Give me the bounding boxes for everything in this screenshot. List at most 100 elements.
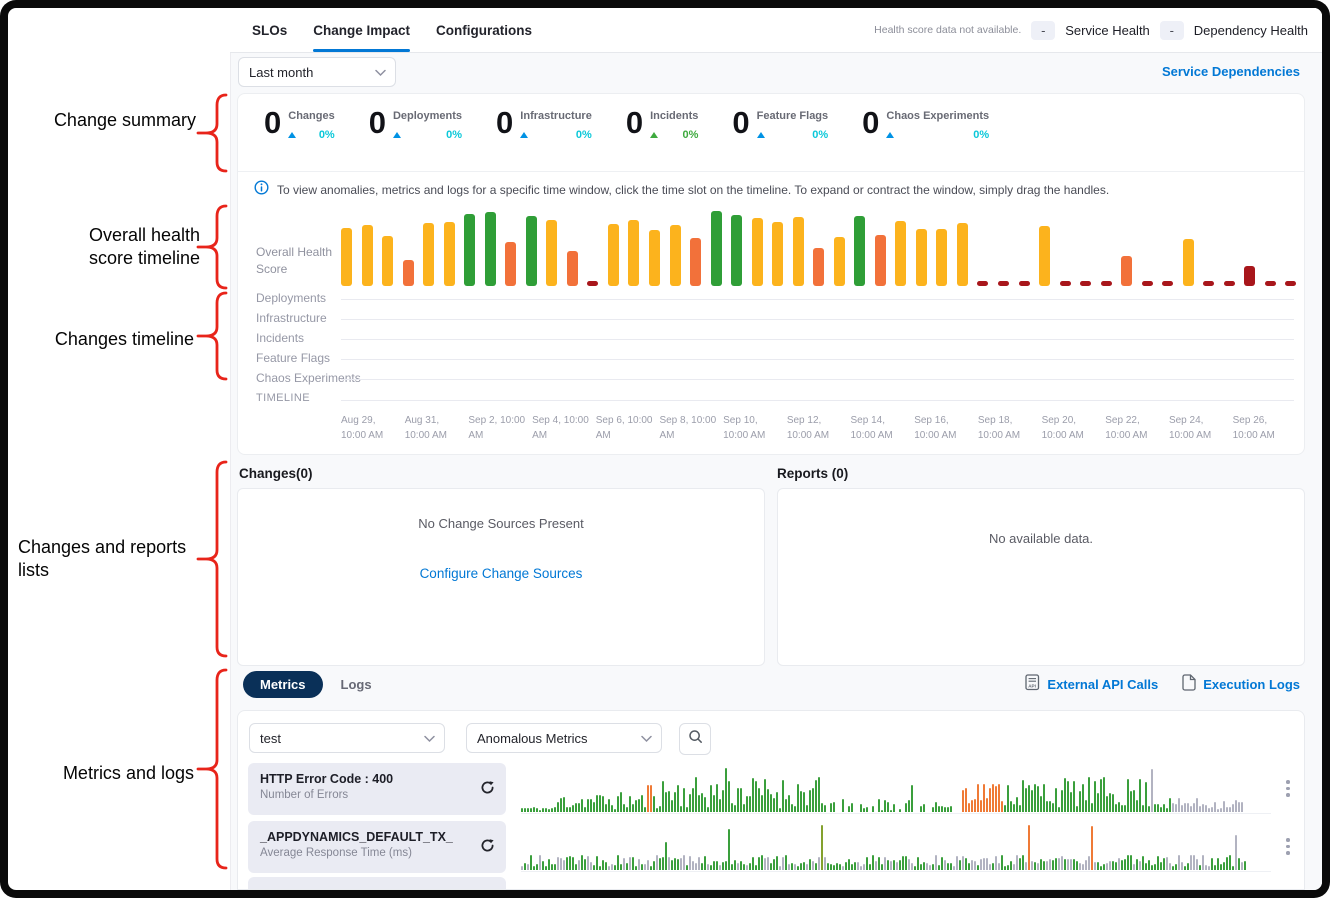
search-button[interactable] <box>679 723 711 755</box>
health-score-bar[interactable] <box>895 221 907 286</box>
sparkline-bar <box>1037 786 1039 812</box>
sparkline-bar <box>833 865 835 870</box>
metric-row: _APPDYNAMICS_DEFAULT_TX_ Average Response… <box>238 821 1304 873</box>
sparkline-bar <box>707 864 709 870</box>
health-score-bar[interactable] <box>361 225 373 286</box>
timeline-date-label: Sep 6, 10:00 AM <box>595 415 653 441</box>
health-score-bar[interactable] <box>341 228 352 286</box>
configure-change-sources-link[interactable]: Configure Change Sources <box>419 566 583 581</box>
health-score-bar[interactable] <box>1162 281 1174 286</box>
sparkline-bar <box>944 807 946 812</box>
sparkline-bar <box>911 785 913 812</box>
kebab-menu-icon[interactable] <box>1286 780 1290 797</box>
sparkline-bar <box>521 866 523 870</box>
sparkline-bar <box>1043 784 1045 812</box>
health-score-bar[interactable] <box>1244 266 1256 286</box>
sparkline-bar <box>776 856 778 870</box>
metric-info-card[interactable]: HTTP Error Code : 400 Number of Errors <box>248 763 506 815</box>
health-score-bar[interactable] <box>956 223 968 286</box>
health-score-bar[interactable] <box>382 236 394 286</box>
health-score-bar[interactable] <box>423 223 435 286</box>
changes-empty-text: No Change Sources Present <box>418 516 584 531</box>
health-score-bar[interactable] <box>998 281 1009 286</box>
sparkline-bar <box>728 829 730 870</box>
health-score-bar[interactable] <box>1100 281 1112 286</box>
tab-change-impact[interactable]: Change Impact <box>313 8 410 52</box>
health-score-bar[interactable] <box>1018 281 1030 286</box>
sparkline-bar <box>542 808 544 812</box>
health-score-bar[interactable] <box>402 260 414 286</box>
health-score-bar[interactable] <box>525 216 537 286</box>
refresh-icon[interactable] <box>480 838 495 858</box>
health-score-bar[interactable] <box>792 217 804 286</box>
health-score-bar[interactable] <box>607 224 619 286</box>
metric-info-card[interactable]: _APPDYNAMICS_DEFAULT_TX_ Average Response… <box>248 821 506 873</box>
time-range-select[interactable]: Last month <box>238 57 396 87</box>
sparkline-bar <box>971 800 973 812</box>
timeline-date-label: Sep 16, 10:00 AM <box>914 415 957 441</box>
sparkline-bar <box>671 860 673 870</box>
sparkline-bar <box>824 805 826 812</box>
sparkline-bar <box>554 864 556 870</box>
sparkline-bar <box>1052 860 1054 870</box>
health-score-bar[interactable] <box>669 225 681 286</box>
health-score-bar[interactable] <box>505 242 517 286</box>
sparkline-bar <box>1235 835 1237 870</box>
health-score-bar[interactable] <box>772 222 784 286</box>
refresh-icon[interactable] <box>480 780 495 800</box>
tab-logs[interactable]: Logs <box>340 676 372 692</box>
health-score-bar[interactable] <box>648 230 660 286</box>
sparkline-bar <box>1046 801 1048 812</box>
stat-value: 0 <box>368 105 386 140</box>
health-score-bar[interactable] <box>566 251 578 286</box>
health-score-bar[interactable] <box>484 212 496 286</box>
external-api-calls-link[interactable]: API External API Calls <box>1025 674 1158 694</box>
health-score-bar[interactable] <box>1039 226 1051 286</box>
sparkline-bar <box>764 858 766 870</box>
health-score-bar[interactable] <box>1141 281 1153 286</box>
health-score-bar[interactable] <box>1285 281 1297 286</box>
sparkline-bar <box>1220 808 1222 812</box>
sparkline-bar <box>998 784 1000 812</box>
sparkline-bar <box>662 781 664 812</box>
health-score-bar[interactable] <box>1121 256 1133 286</box>
health-score-bar[interactable] <box>1059 281 1071 286</box>
sparkline-bar <box>1130 855 1132 870</box>
health-score-bar[interactable] <box>1203 281 1215 286</box>
health-score-bar[interactable] <box>1080 281 1092 286</box>
health-score-bar[interactable] <box>443 222 455 286</box>
tab-configurations[interactable]: Configurations <box>436 22 533 38</box>
health-score-bar[interactable] <box>587 281 599 286</box>
tab-metrics[interactable]: Metrics <box>243 670 323 698</box>
sparkline-bar <box>605 862 607 870</box>
service-filter-select[interactable]: test <box>249 723 445 753</box>
health-score-bar[interactable] <box>874 235 886 286</box>
metric-type-select[interactable]: Anomalous Metrics <box>466 723 662 753</box>
service-dependencies-link[interactable]: Service Dependencies <box>1161 64 1300 79</box>
health-score-bar[interactable] <box>731 215 743 286</box>
sparkline-bar <box>860 866 862 870</box>
health-score-bar[interactable] <box>833 237 845 286</box>
health-score-bar[interactable] <box>1223 281 1235 286</box>
health-score-bar[interactable] <box>813 248 825 286</box>
health-score-bar[interactable] <box>710 211 722 286</box>
health-score-bar[interactable] <box>915 229 927 286</box>
tab-slos[interactable]: SLOs <box>252 22 288 38</box>
health-score-bar[interactable] <box>546 220 558 286</box>
health-score-bar[interactable] <box>1264 281 1276 286</box>
health-score-bar[interactable] <box>936 229 948 286</box>
trend-up-icon <box>288 132 297 138</box>
sparkline-bar <box>533 866 535 870</box>
health-score-bar[interactable] <box>1182 239 1194 286</box>
execution-logs-link[interactable]: Execution Logs <box>1182 674 1300 694</box>
health-score-bar[interactable] <box>464 214 476 286</box>
sparkline-bar <box>1094 781 1096 812</box>
health-score-bar[interactable] <box>628 220 640 286</box>
health-score-bar[interactable] <box>854 216 866 286</box>
health-score-bar[interactable] <box>751 218 763 286</box>
health-score-bar[interactable] <box>977 281 989 286</box>
kebab-menu-icon[interactable] <box>1286 838 1290 855</box>
timeline-date-label: Sep 26, 10:00 AM <box>1232 415 1275 441</box>
sparkline-bar <box>617 855 619 870</box>
health-score-bar[interactable] <box>690 238 702 286</box>
